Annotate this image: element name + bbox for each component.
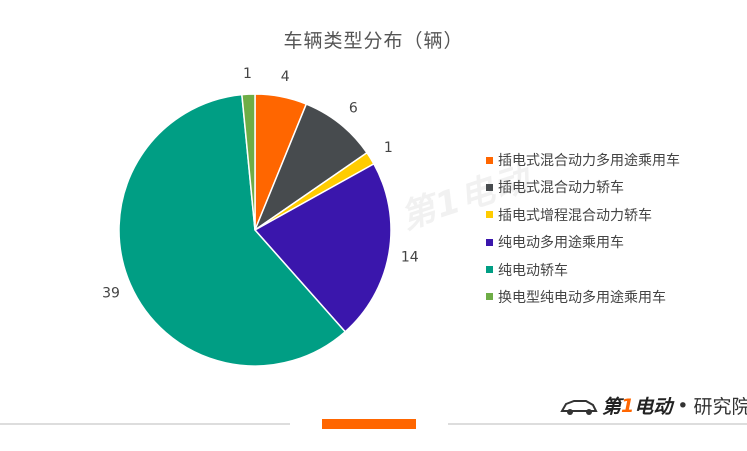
legend-swatch-2 [486, 211, 493, 219]
legend-swatch-5 [486, 293, 493, 301]
footer-accent-bar [322, 419, 416, 429]
legend-item-0: 插电式混合动力多用途乘用车 [486, 151, 680, 169]
legend-label-0: 插电式混合动力多用途乘用车 [498, 153, 680, 169]
car-logo-icon [560, 399, 598, 415]
pie-data-label-4: 39 [102, 286, 120, 302]
pie-slice-5 [241, 93, 256, 231]
footer-brand-pre: 第 [602, 396, 622, 418]
legend-item-2: 插电式增程混合动力轿车 [486, 206, 680, 224]
legend-swatch-1 [486, 183, 493, 191]
pie-data-label-2: 1 [384, 140, 393, 156]
legend-item-5: 换电型纯电动多用途乘用车 [486, 288, 680, 306]
legend-label-2: 插电式增程混合动力轿车 [498, 207, 652, 224]
pie-data-label-5: 1 [243, 66, 252, 82]
footer-brand-post: 电动 [634, 396, 673, 418]
legend-swatch-0 [486, 156, 493, 164]
pie-data-label-3: 14 [401, 249, 419, 265]
legend-label-4: 纯电动轿车 [498, 262, 568, 279]
legend-item-1: 插电式混合动力轿车 [486, 178, 680, 196]
footer-separator: • [677, 394, 689, 417]
chart-legend: 插电式混合动力多用途乘用车 插电式混合动力轿车插电式增程混合动力轿车 纯电动多用途乘… [486, 151, 680, 315]
legend-label-5: 换电型纯电动多用途乘用车 [498, 289, 666, 306]
pie-slice-4 [118, 93, 347, 367]
legend-swatch-3 [486, 238, 493, 246]
pie-data-label-1: 6 [349, 101, 358, 117]
footer-logo: 第 1 电动 • 研究院 [560, 392, 747, 419]
chart-title: 车辆类型分布（辆） [283, 30, 464, 52]
pie-slice-3 [253, 162, 392, 333]
legend-label-1: 插电式混合动力轿车 [498, 180, 624, 197]
legend-swatch-4 [486, 266, 493, 274]
legend-item-4: 纯电动轿车 [486, 261, 680, 279]
footer-suffix: 研究院 [693, 396, 747, 418]
legend-label-3: 纯电动多用途乘用车 [498, 235, 624, 252]
footer-brand-one: 1 [621, 394, 635, 417]
legend-item-3: 纯电动多用途乘用车 [486, 233, 680, 251]
pie-data-label-0: 4 [281, 69, 290, 85]
footer-divider-right [448, 423, 747, 425]
pie-slice-1 [253, 103, 368, 233]
footer-divider-left [0, 423, 290, 425]
